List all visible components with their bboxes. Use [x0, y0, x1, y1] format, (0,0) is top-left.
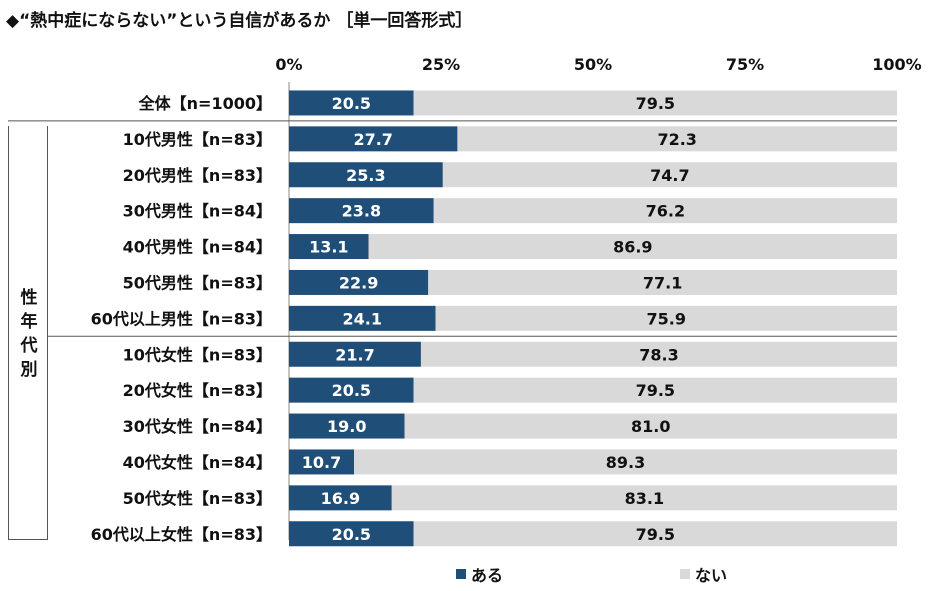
bar-yes — [289, 234, 369, 260]
x-tick-label: 75% — [726, 55, 764, 74]
category-label: 30代男性【n=84】 — [123, 202, 272, 221]
data-label-yes: 25.3 — [346, 166, 385, 185]
group-label: 性 年 代 別 — [9, 286, 49, 382]
data-label-no: 76.2 — [646, 202, 685, 221]
bar-yes — [289, 377, 414, 403]
x-tick-label: 50% — [574, 55, 612, 74]
bar-yes — [289, 521, 414, 547]
category-label: 20代男性【n=83】 — [123, 166, 272, 185]
bar-no — [413, 521, 897, 547]
data-label-no: 89.3 — [606, 453, 645, 472]
data-label-yes: 16.9 — [321, 489, 360, 508]
category-label: 50代女性【n=83】 — [123, 489, 272, 508]
group-box: 性 年 代 別 — [8, 126, 48, 540]
group-label-char: 別 — [20, 360, 38, 380]
legend-swatch-no — [680, 569, 690, 579]
category-label: 40代女性【n=84】 — [123, 453, 272, 472]
category-label: 20代女性【n=83】 — [123, 381, 272, 400]
category-label: 全体【n=1000】 — [138, 94, 272, 113]
legend-swatch-yes — [456, 569, 466, 579]
bar-no — [435, 305, 897, 331]
chart-title: ◆“熱中症にならない”という自信があるか ［単一回答形式］ — [6, 11, 473, 31]
data-label-no: 72.3 — [657, 130, 696, 149]
data-label-no: 79.5 — [636, 94, 675, 113]
category-label: 60代以上女性【n=83】 — [91, 525, 272, 544]
data-label-yes: 20.5 — [332, 94, 371, 113]
data-label-no: 79.5 — [636, 525, 675, 544]
bar-yes — [289, 90, 414, 116]
bar-yes — [289, 413, 405, 439]
category-label: 60代以上男性【n=83】 — [91, 309, 272, 328]
bar-yes — [289, 305, 436, 331]
data-label-yes: 27.7 — [353, 130, 392, 149]
legend-item-yes: ある — [456, 562, 503, 586]
bar-no — [404, 413, 897, 439]
data-label-yes: 20.5 — [332, 525, 371, 544]
bar-no — [428, 269, 897, 295]
bar-yes — [289, 162, 443, 188]
category-label: 40代男性【n=84】 — [123, 238, 272, 257]
bar-yes — [289, 341, 421, 367]
category-label: 10代男性【n=83】 — [123, 130, 272, 149]
data-label-no: 78.3 — [639, 345, 678, 364]
data-label-yes: 20.5 — [332, 381, 371, 400]
bar-no — [433, 198, 897, 224]
x-tick-label: 25% — [422, 55, 460, 74]
legend-label-no: ない — [695, 566, 728, 585]
category-label: 50代男性【n=83】 — [123, 273, 272, 292]
group-label-char: 年 — [20, 312, 38, 332]
data-label-yes: 10.7 — [302, 453, 341, 472]
bar-yes — [289, 126, 458, 152]
data-label-no: 74.7 — [650, 166, 689, 185]
bar-yes — [289, 485, 392, 511]
bar-no — [391, 485, 897, 511]
data-label-yes: 21.7 — [335, 345, 374, 364]
data-label-no: 77.1 — [643, 273, 682, 292]
bar-no — [420, 341, 897, 367]
category-label: 30代女性【n=84】 — [123, 417, 272, 436]
data-label-yes: 13.1 — [309, 238, 348, 257]
bar-no — [442, 162, 897, 188]
x-tick-label: 100% — [872, 55, 921, 74]
category-label: 10代女性【n=83】 — [123, 345, 272, 364]
bar-no — [368, 234, 897, 260]
bar-no — [413, 90, 897, 116]
bar-yes — [289, 449, 355, 475]
data-label-no: 75.9 — [647, 309, 686, 328]
legend-label-yes: ある — [471, 566, 504, 585]
data-label-yes: 22.9 — [339, 273, 378, 292]
data-label-no: 81.0 — [631, 417, 670, 436]
group-label-char: 性 — [20, 288, 38, 308]
data-label-no: 83.1 — [625, 489, 664, 508]
bar-no — [457, 126, 897, 152]
bar-no — [354, 449, 897, 475]
bar-no — [413, 377, 897, 403]
bar-yes — [289, 198, 434, 224]
group-label-char: 代 — [20, 336, 38, 356]
data-label-no: 86.9 — [613, 238, 652, 257]
bar-yes — [289, 269, 429, 295]
data-label-yes: 19.0 — [327, 417, 366, 436]
x-tick-label: 0% — [275, 55, 302, 74]
data-label-no: 79.5 — [636, 381, 675, 400]
legend-item-no: ない — [680, 562, 727, 586]
data-label-yes: 23.8 — [342, 202, 381, 221]
data-label-yes: 24.1 — [343, 309, 382, 328]
